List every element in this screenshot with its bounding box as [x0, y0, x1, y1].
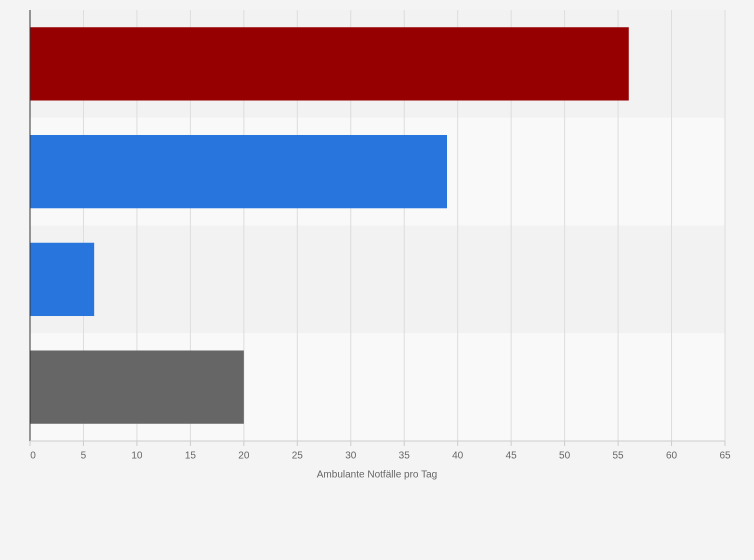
x-tick-label: 5 [81, 451, 87, 462]
x-tick-label: 30 [345, 451, 357, 462]
x-tick-label: 10 [131, 451, 143, 462]
x-tick-label: 15 [185, 451, 197, 462]
x-tick-label: 25 [292, 451, 304, 462]
x-tick-label: 55 [613, 451, 625, 462]
x-tick-label: 65 [719, 451, 731, 462]
x-tick-label: 20 [238, 451, 250, 462]
x-tick-label: 40 [452, 451, 464, 462]
bar [30, 27, 629, 101]
x-tick-label: 60 [666, 451, 678, 462]
x-tick-label: 0 [30, 451, 36, 462]
x-tick-label: 35 [399, 451, 411, 462]
band-background [30, 225, 725, 334]
bar [30, 242, 95, 317]
x-axis-label: Ambulante Notfälle pro Tag [317, 470, 437, 481]
bar [30, 350, 244, 424]
x-tick-label: 50 [559, 451, 571, 462]
bar [30, 134, 447, 209]
x-tick-label: 45 [506, 451, 518, 462]
